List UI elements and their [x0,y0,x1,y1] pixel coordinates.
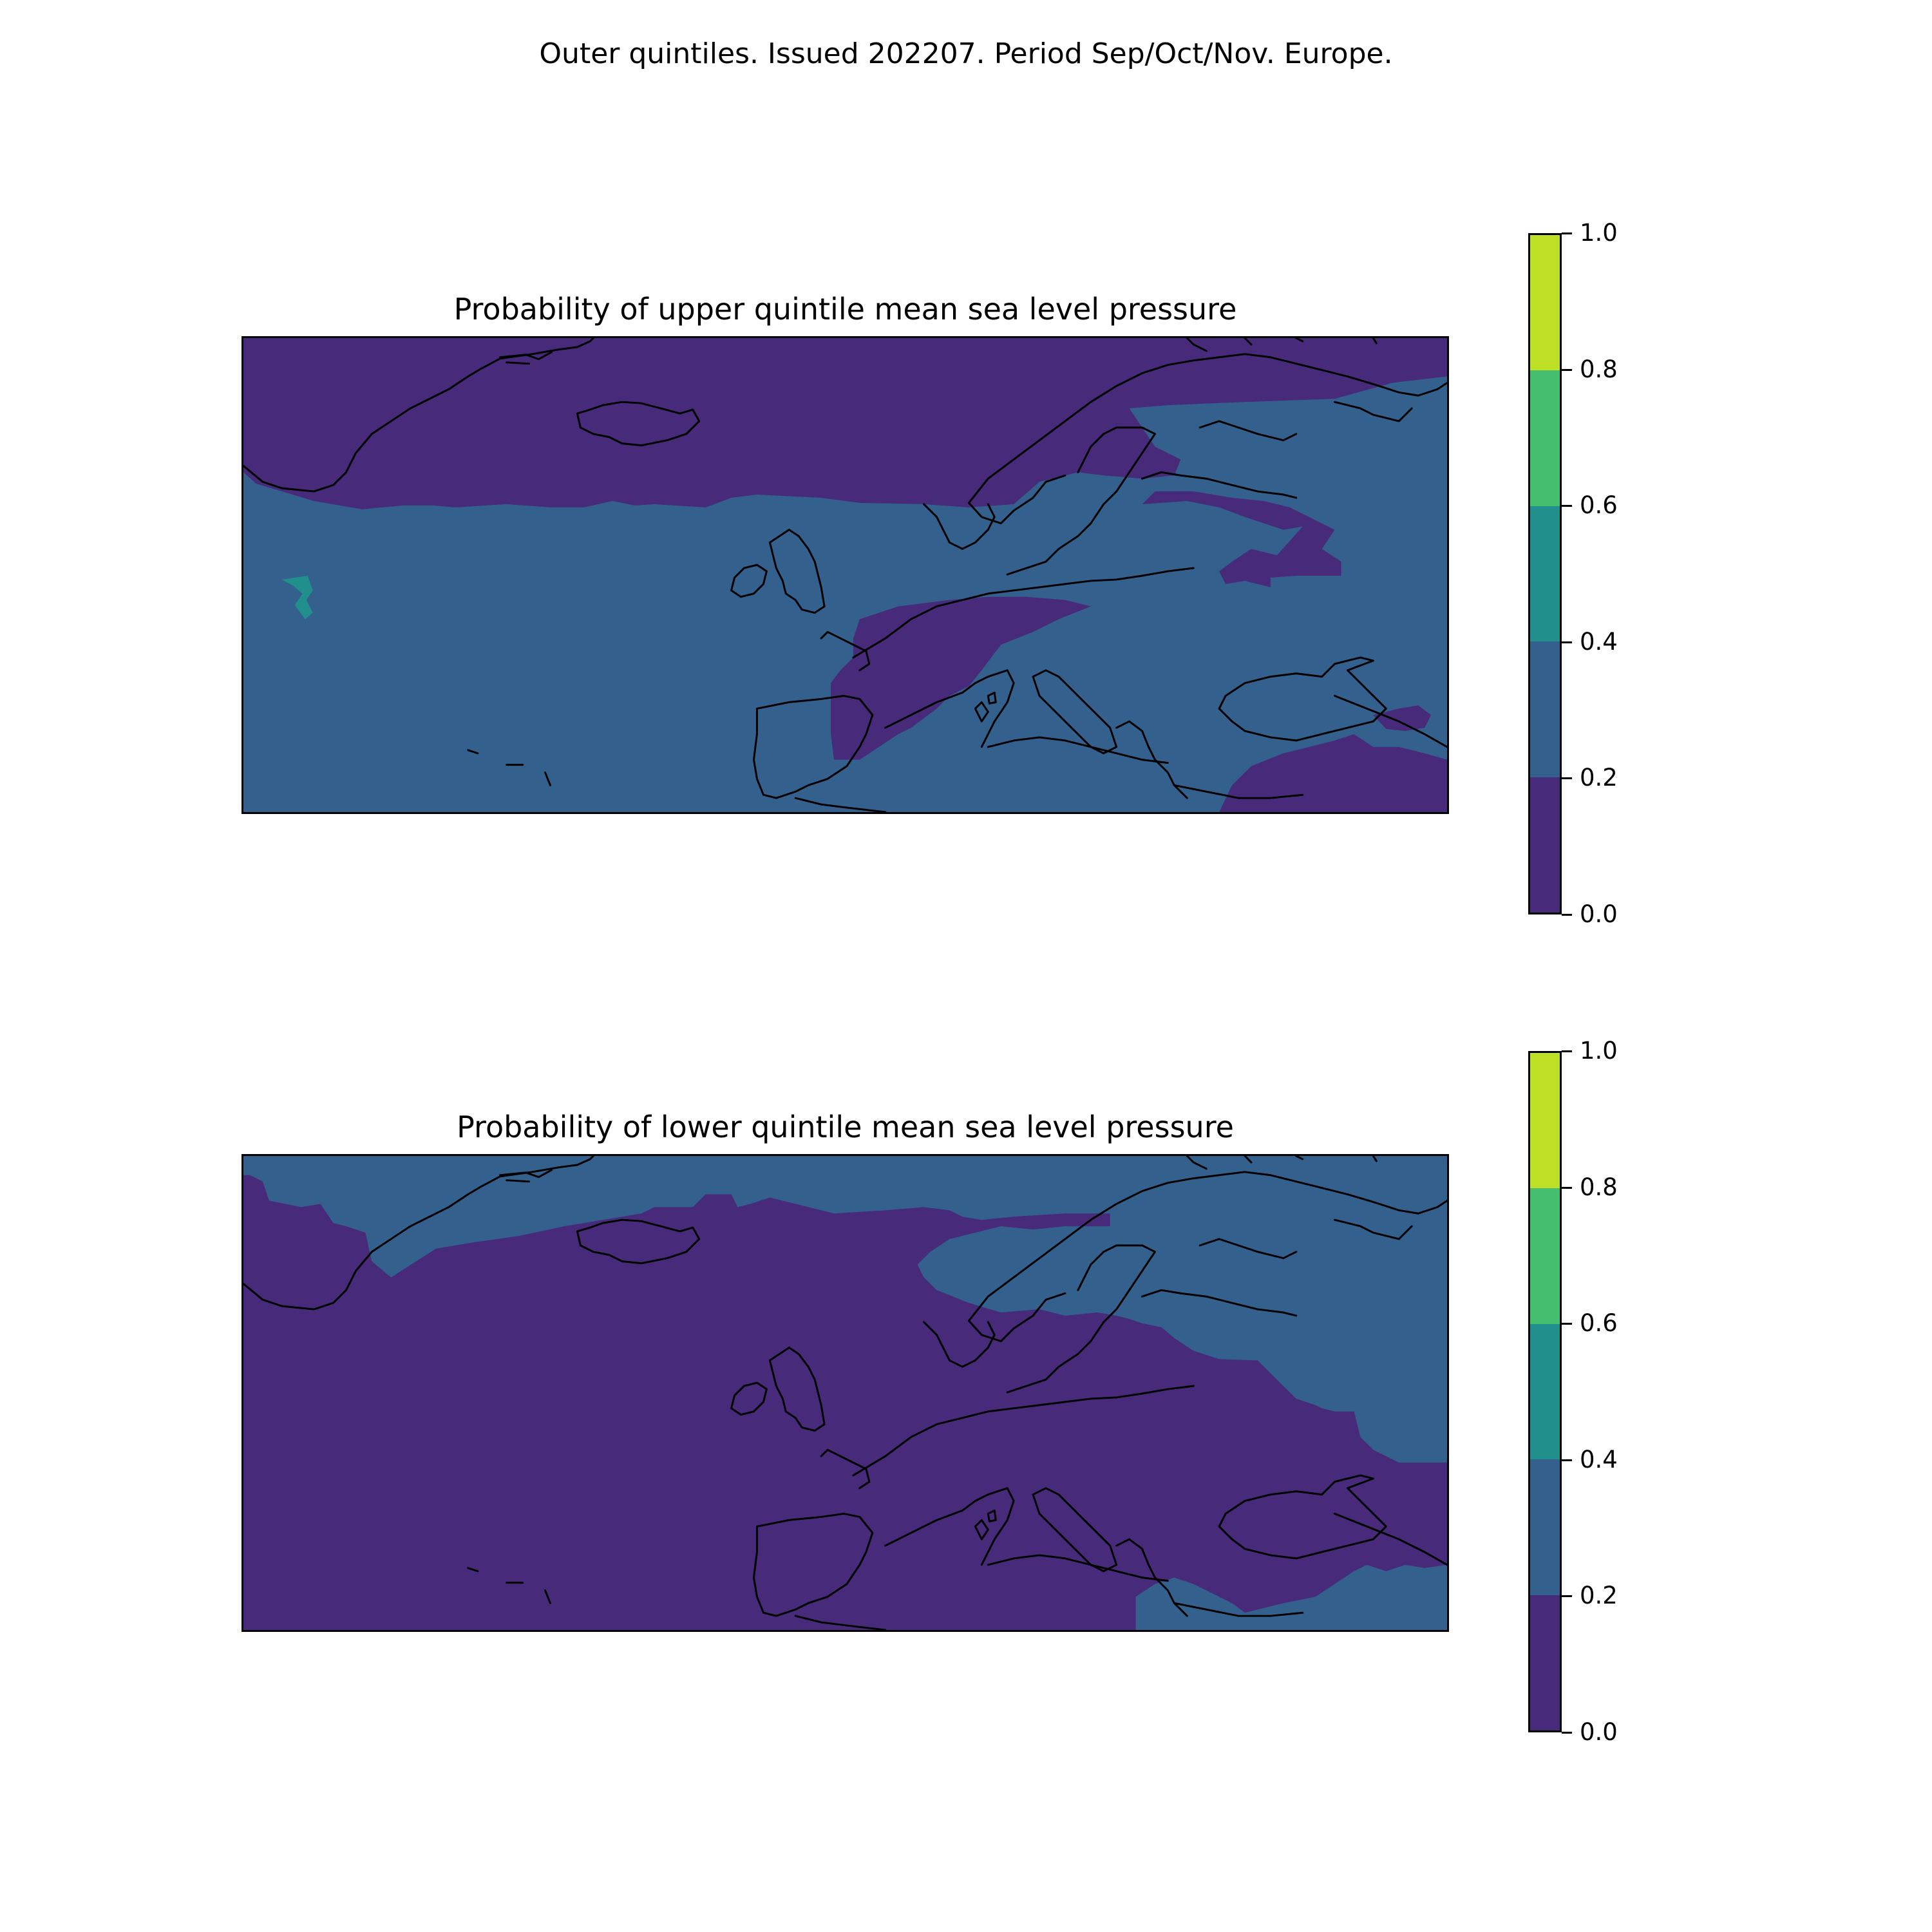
tick-label: 0.6 [1580,491,1618,519]
colorbar-segment-0.4-0.6 [1530,1323,1560,1460]
colorbar-segment-0.0-0.2 [1530,1595,1560,1730]
region-mid-north [243,1156,1447,1463]
colorbar-segment-0.2-0.4 [1530,641,1560,777]
figure-suptitle: Outer quintiles. Issued 202207. Period S… [539,37,1393,70]
tick-label: 0.8 [1580,355,1618,383]
panel-title-lower: Probability of lower quintile mean sea l… [457,1110,1234,1144]
colorbar-segment-0.4-0.6 [1530,506,1560,642]
colorbar-segment-0.0-0.2 [1530,777,1560,913]
colorbar-segment-0.8-1.0 [1530,1053,1560,1189]
coastlines [243,338,1447,812]
region-high-azores [281,575,313,620]
tick-label: 0.4 [1580,1446,1618,1473]
region-low-caucasus [1373,705,1432,732]
tick-label: 0.2 [1580,1582,1618,1609]
tick-label: 0.2 [1580,764,1618,791]
panel-title-upper: Probability of upper quintile mean sea l… [453,292,1237,327]
colorbar-segment-0.6-0.8 [1530,370,1560,506]
tick-label: 0.0 [1580,1718,1618,1746]
colorbar-segment-0.2-0.4 [1530,1459,1560,1595]
region-mid-east-med [1135,1564,1447,1630]
map-lower-quintile [242,1154,1449,1632]
tick-label: 1.0 [1580,219,1618,247]
tick-label: 0.8 [1580,1173,1618,1201]
region-low-turkey [1219,734,1447,812]
colorbar-upper [1528,233,1562,914]
map-upper-quintile [242,336,1449,814]
region-low-iberia-france [831,596,1091,760]
colorbar-lower [1528,1051,1562,1732]
tick-label: 1.0 [1580,1037,1618,1065]
tick-label: 0.0 [1580,900,1618,928]
colorbar-segment-0.8-1.0 [1530,235,1560,371]
tick-label: 0.6 [1580,1309,1618,1337]
tick-label: 0.4 [1580,628,1618,656]
region-low-north [243,338,1447,509]
coastlines [243,1156,1447,1630]
region-low-baltic [1142,491,1341,587]
colorbar-segment-0.6-0.8 [1530,1188,1560,1324]
